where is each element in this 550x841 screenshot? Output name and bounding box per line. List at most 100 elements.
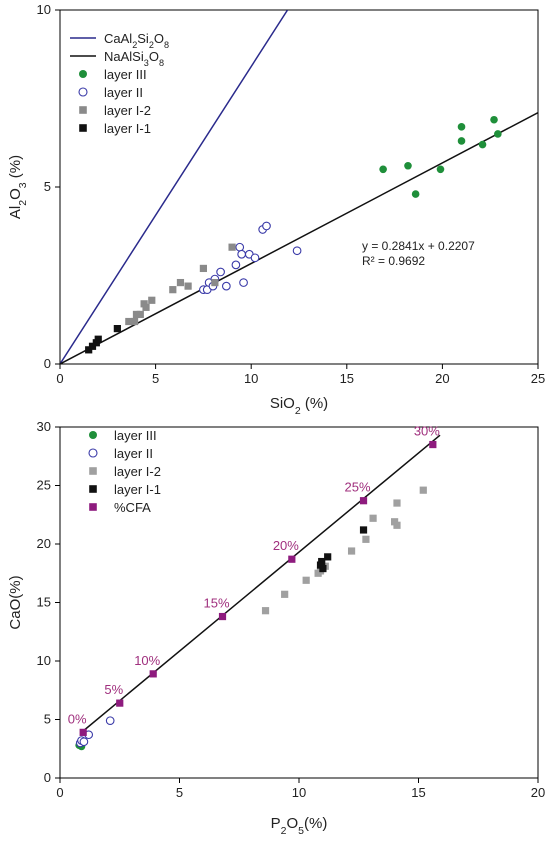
y-tick-label: 30 [37, 419, 51, 434]
series-layer-i-1 [316, 526, 368, 573]
data-point [218, 612, 227, 621]
x-tick-label: 0 [56, 785, 63, 800]
data-point [436, 165, 445, 174]
data-point [288, 555, 296, 563]
regression-equation: y = 0.2841x + 0.2207 [362, 239, 475, 253]
y-tick-label: 25 [37, 478, 51, 493]
data-point [94, 335, 102, 343]
x-tick-label: 5 [176, 785, 183, 800]
data-point [261, 607, 270, 615]
cfa-percent-label: 30% [414, 424, 440, 439]
data-point [228, 243, 236, 251]
data-point [359, 497, 368, 505]
data-point [404, 161, 412, 170]
plot-frame [59, 426, 539, 779]
x-tick-label: 0 [56, 371, 63, 386]
data-point [281, 590, 289, 598]
y-tick-label: 15 [37, 595, 51, 610]
y-axis-title: CaO(%) [7, 575, 24, 629]
data-point [221, 281, 231, 291]
x-tick-label: 15 [340, 371, 354, 386]
cao-vs-p2o5-chart: 0 5 10 15 20 0 5 10 15 20 25 30 P2O5(%) CaO(%) 0% 5% 10%… [7, 419, 545, 837]
legend-label: layer II [114, 446, 153, 461]
x-tick-label: 25 [531, 371, 545, 386]
legend-marker [89, 431, 97, 439]
legend-marker [78, 87, 88, 97]
data-point [184, 282, 192, 290]
data-point [105, 716, 115, 726]
data-point [79, 737, 89, 747]
x-tick-label: 10 [244, 371, 258, 386]
legend-label: NaAlSi3O8 [104, 49, 164, 68]
legend-marker [88, 448, 98, 458]
data-point [379, 165, 387, 174]
x-tick-label: 5 [152, 371, 159, 386]
data-point [148, 296, 156, 304]
data-point [347, 547, 356, 555]
legend-marker [89, 485, 97, 493]
series-layer-iii [379, 115, 502, 198]
data-point [419, 486, 427, 494]
data-point [393, 521, 401, 529]
legend-label: layer III [104, 67, 147, 82]
data-point [393, 499, 401, 507]
y-tick-label: 5 [44, 179, 51, 194]
line-naalsi3o8 [60, 111, 538, 364]
x-tick-label: 20 [531, 785, 545, 800]
cfa-percent-label: 15% [204, 596, 230, 611]
r-squared-value: R² = 0.9692 [362, 254, 425, 268]
legend: layer III layer II layer I-2 layer I-1 %CFA [88, 428, 161, 515]
x-tick-label: 10 [292, 785, 306, 800]
series-layer-i-2 [125, 243, 236, 326]
data-point [457, 123, 466, 131]
data-point [113, 325, 121, 333]
data-point [262, 221, 271, 231]
cfa-percent-label: 5% [104, 682, 123, 697]
data-point [411, 190, 420, 198]
data-point [88, 342, 97, 350]
cfa-percent-label: 20% [273, 538, 299, 553]
series-layer-i-1 [85, 325, 121, 354]
x-tick-label: 15 [411, 785, 425, 800]
data-point [216, 267, 225, 277]
data-point [239, 278, 248, 287]
data-point [132, 310, 141, 319]
legend-label: layer I-1 [104, 121, 151, 136]
legend-marker [79, 106, 87, 114]
data-point [169, 286, 177, 294]
line-fit [81, 434, 441, 733]
y-tick-label: 20 [37, 536, 51, 551]
data-point [136, 310, 144, 319]
legend-label: layer I-2 [104, 103, 151, 118]
data-point [318, 557, 326, 566]
cfa-percent-label: 25% [345, 480, 371, 495]
y-axis-title: Al2O3 (%) [7, 155, 29, 219]
data-point [429, 440, 437, 449]
data-point [292, 246, 302, 256]
x-tick-label: 20 [435, 371, 449, 386]
data-point [494, 130, 502, 138]
data-point [149, 670, 157, 678]
data-point [478, 140, 487, 149]
data-point [369, 514, 377, 522]
legend-label: layer II [104, 85, 143, 100]
data-point [362, 535, 370, 543]
data-point [235, 242, 245, 252]
cfa-percent-label: 0% [68, 711, 87, 726]
data-point [319, 564, 327, 573]
data-point [79, 728, 87, 736]
legend-label: layer III [114, 428, 157, 443]
data-point [302, 576, 310, 584]
data-point [116, 699, 124, 707]
series--cfa: 0% 5% 10% 15% 20% 25% 30% [68, 424, 440, 736]
legend-label: layer I-2 [114, 464, 161, 479]
legend-label: layer I-1 [114, 482, 161, 497]
data-point [231, 260, 241, 270]
data-point [125, 317, 133, 326]
data-point [142, 303, 150, 311]
x-axis-title: SiO2 (%) [270, 395, 328, 417]
legend-marker [79, 70, 87, 78]
y-tick-label: 0 [44, 770, 51, 785]
